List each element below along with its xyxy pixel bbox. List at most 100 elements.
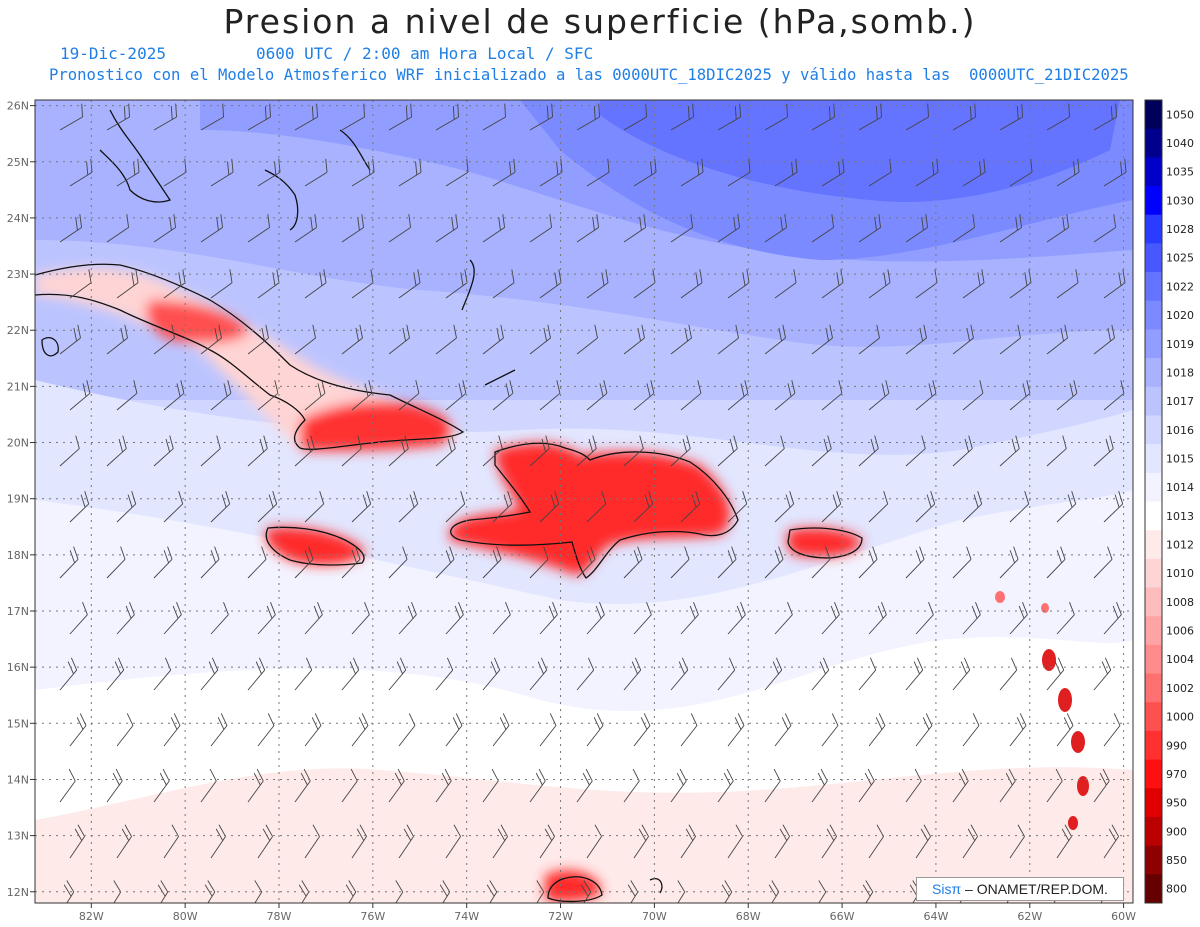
lat-label: 14N <box>7 773 29 786</box>
wind-barb <box>1046 324 1068 355</box>
wind-barb <box>304 158 328 187</box>
colorbar-swatch <box>1145 300 1162 330</box>
colorbar-label: 1002 <box>1166 682 1194 695</box>
wind-barb <box>811 546 831 579</box>
wind-barb <box>294 435 315 467</box>
lon-label: 72W <box>548 910 573 923</box>
lon-label: 74W <box>454 910 479 923</box>
wind-barb <box>398 824 414 859</box>
wind-barb <box>868 824 884 859</box>
lon-label: 68W <box>736 910 761 923</box>
wind-barb <box>257 158 281 187</box>
lon-label: 80W <box>173 910 198 923</box>
wind-barb <box>774 491 795 523</box>
wind-barb <box>1103 158 1127 187</box>
wind-barb <box>576 546 596 579</box>
wind-barb <box>388 324 410 355</box>
lat-label: 19N <box>7 493 29 506</box>
colorbar-swatch <box>1145 472 1162 502</box>
colorbar-swatch <box>1145 530 1162 560</box>
wind-barb <box>388 768 405 803</box>
wind-barb <box>59 324 81 355</box>
wind-barb <box>539 158 563 187</box>
colorbar-swatch <box>1145 788 1162 818</box>
wind-barb <box>247 435 268 467</box>
wind-barb <box>445 824 461 859</box>
wind-barb <box>200 657 219 691</box>
colorbar-swatch <box>1145 157 1162 187</box>
wind-barb <box>1009 713 1027 747</box>
colorbar-label: 1025 <box>1166 252 1194 265</box>
wind-barb <box>999 546 1019 579</box>
chart-title: Presion a nivel de superficie (hPa,somb.… <box>223 2 977 41</box>
wind-barb <box>868 713 886 747</box>
lon-label: 66W <box>830 910 855 923</box>
wind-barb <box>435 214 459 243</box>
wind-barb <box>153 657 172 691</box>
wind-barb <box>482 214 506 243</box>
wind-barb <box>529 103 553 131</box>
wind-barb <box>445 269 468 299</box>
wind-barb <box>482 435 503 467</box>
wind-barb <box>116 491 137 523</box>
wind-barb <box>717 768 734 803</box>
lon-label: 64W <box>923 910 948 923</box>
wind-barb <box>1093 657 1112 691</box>
wind-barb <box>106 546 126 579</box>
colorbar-swatch <box>1145 444 1162 474</box>
wind-barb <box>163 158 187 187</box>
wind-barb <box>341 768 358 803</box>
wind-barb <box>952 657 971 691</box>
wind-barb <box>153 324 175 355</box>
wind-barb <box>1103 491 1124 523</box>
wind-barb <box>999 214 1023 243</box>
wind-barb <box>680 491 701 523</box>
model-info: Pronostico con el Modelo Atmosferico WRF… <box>49 66 1129 84</box>
wind-barb <box>586 380 608 411</box>
wind-barb <box>905 657 924 691</box>
wind-barb <box>445 158 469 187</box>
wind-barb <box>200 768 217 803</box>
wind-barb <box>915 380 937 411</box>
lon-label: 82W <box>79 910 104 923</box>
wind-barb <box>153 435 174 467</box>
wind-barb <box>200 214 224 243</box>
wind-barb <box>435 435 456 467</box>
wind-barb <box>163 824 179 859</box>
colorbar-label: 1006 <box>1166 625 1194 638</box>
wind-barb <box>341 324 363 355</box>
colorbar-label: 900 <box>1166 825 1187 838</box>
wind-barb <box>341 546 361 579</box>
wind-barb <box>952 546 972 579</box>
lat-label: 20N <box>7 437 29 450</box>
wind-barb <box>69 158 93 187</box>
wind-barb <box>294 546 314 579</box>
wind-barb <box>821 824 837 859</box>
wind-barb <box>116 269 139 299</box>
colorbar-swatch <box>1145 415 1162 445</box>
wind-barb <box>670 657 689 691</box>
colorbar-label: 1020 <box>1166 309 1194 322</box>
colorbar-label: 1018 <box>1166 366 1194 379</box>
wind-barb <box>680 158 704 187</box>
wind-barb <box>962 158 986 187</box>
lat-label: 21N <box>7 380 29 393</box>
wind-barb <box>811 657 830 691</box>
wind-barb <box>247 768 264 803</box>
wind-barb <box>304 269 327 299</box>
wind-barb <box>116 713 134 747</box>
wind-barbs <box>59 103 1127 903</box>
wind-barb <box>106 103 130 131</box>
wind-barb <box>69 602 88 635</box>
lat-label: 16N <box>7 661 29 674</box>
wind-barb <box>1093 324 1115 355</box>
wind-barb <box>633 602 652 635</box>
wind-barb <box>210 824 226 859</box>
wind-barb <box>398 491 419 523</box>
latitude-labels: 26N 25N 24N 23N 22N 21N 20N 19N 18N 17N 16N 15N 14N 1… <box>7 100 35 899</box>
colorbar-label: 1016 <box>1166 424 1194 437</box>
colorbar-label: 1013 <box>1166 510 1194 523</box>
wind-barb <box>69 824 85 859</box>
wind-barb <box>576 214 600 243</box>
wind-barb <box>69 380 91 411</box>
